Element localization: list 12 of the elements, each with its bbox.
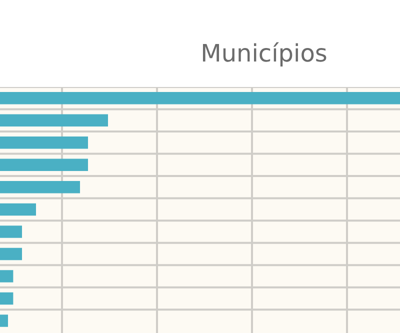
bar [0, 270, 14, 282]
bar [0, 292, 14, 305]
bar [0, 226, 22, 238]
bar [0, 248, 22, 260]
bar [0, 181, 80, 194]
bar [0, 314, 8, 327]
bar [0, 203, 36, 216]
chart-title: Municípios [200, 40, 328, 68]
bar [0, 114, 108, 127]
bar [0, 92, 400, 104]
bar [0, 136, 88, 149]
bar [0, 158, 88, 172]
